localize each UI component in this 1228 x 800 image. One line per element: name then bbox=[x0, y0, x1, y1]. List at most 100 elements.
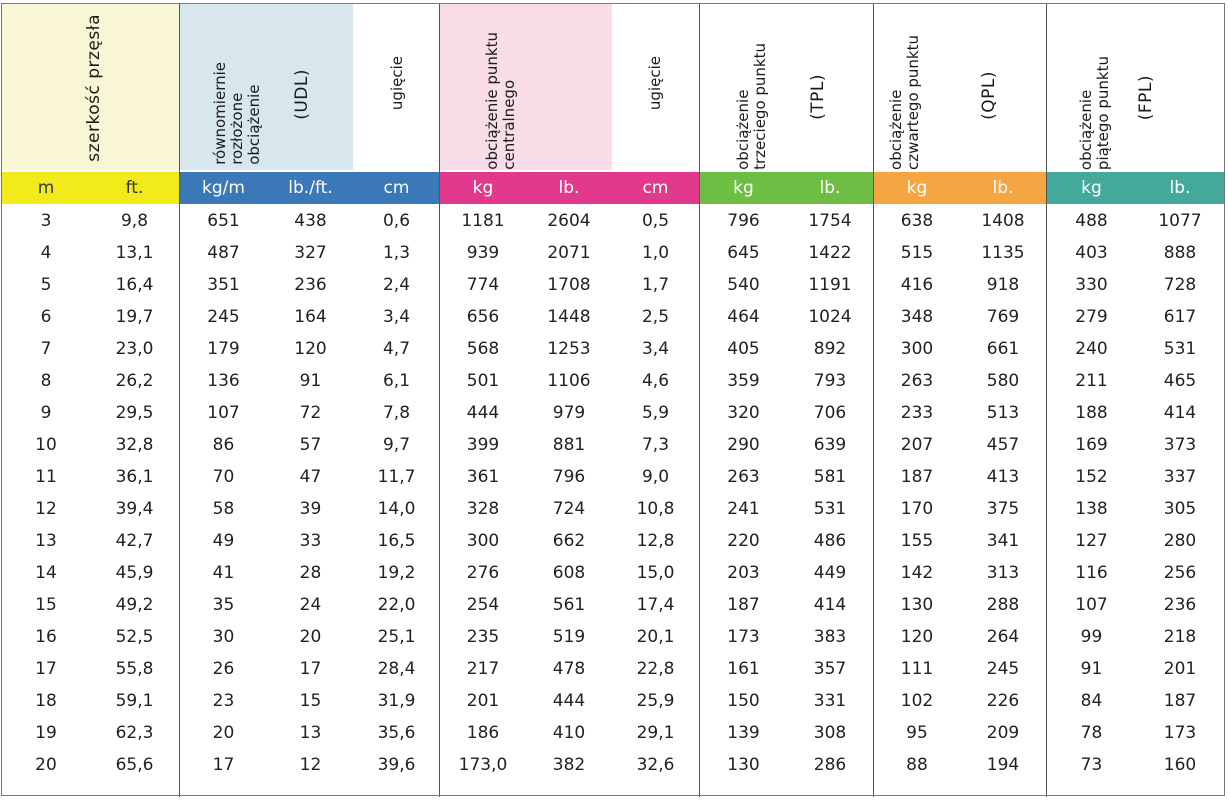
table-cell: 78 bbox=[1080, 723, 1103, 743]
table-cell: 3 bbox=[40, 211, 52, 231]
table-cell: 656 bbox=[466, 307, 500, 327]
table-cell: 35,6 bbox=[377, 723, 416, 743]
table-cell: 13 bbox=[35, 531, 57, 551]
table-cell: 263 bbox=[727, 467, 760, 487]
table-cell: 1191 bbox=[808, 275, 852, 295]
table-cell: 179 bbox=[207, 339, 240, 359]
table-cell: 348 bbox=[900, 307, 934, 327]
table-cell: 36,1 bbox=[115, 467, 154, 487]
table-cell: 341 bbox=[986, 531, 1020, 551]
table-cell: 608 bbox=[552, 563, 586, 583]
table-cell: 236 bbox=[1163, 595, 1197, 615]
table-cell: 361 bbox=[466, 467, 500, 487]
table-cell: 330 bbox=[1075, 275, 1108, 295]
table-cell: 18 bbox=[35, 691, 57, 711]
table-cell: 186 bbox=[466, 723, 500, 743]
table-cell: 24 bbox=[299, 595, 322, 615]
table-cell: 19,7 bbox=[115, 307, 154, 327]
table-cell: 774 bbox=[466, 275, 500, 295]
table-cell: 645 bbox=[727, 243, 760, 263]
table-cell: 120 bbox=[900, 627, 934, 647]
unit-label: kg bbox=[472, 178, 494, 198]
unit-label: kg bbox=[733, 178, 754, 198]
unit-bar-qpl bbox=[874, 172, 1046, 204]
table-cell: 11,7 bbox=[377, 467, 416, 487]
header-span-bg bbox=[2, 3, 179, 170]
table-cell: 457 bbox=[986, 435, 1020, 455]
table-cell: 331 bbox=[813, 691, 847, 711]
table-cell: 201 bbox=[1163, 659, 1197, 679]
table-cell: 5,9 bbox=[641, 403, 670, 423]
table-cell: 580 bbox=[986, 371, 1020, 391]
table-cell: 111 bbox=[900, 659, 934, 679]
table-cell: 12,8 bbox=[636, 531, 675, 551]
table-cell: 15 bbox=[299, 691, 322, 711]
table-cell: 173 bbox=[727, 627, 760, 647]
table-cell: 17 bbox=[35, 659, 57, 679]
table-cell: 487 bbox=[207, 243, 240, 263]
table-cell: 515 bbox=[900, 243, 934, 263]
table-cell: 203 bbox=[727, 563, 760, 583]
table-cell: 9,8 bbox=[120, 211, 149, 231]
unit-label: ft. bbox=[125, 178, 144, 198]
table-cell: 0,6 bbox=[382, 211, 411, 231]
unit-label: lb. bbox=[992, 178, 1014, 198]
table-cell: 28 bbox=[299, 563, 322, 583]
table-cell: 17 bbox=[212, 755, 235, 775]
table-cell: 19 bbox=[35, 723, 57, 743]
table-cell: 444 bbox=[466, 403, 500, 423]
table-cell: 20 bbox=[35, 755, 57, 775]
table-cell: 217 bbox=[466, 659, 500, 679]
header-udl-bg bbox=[180, 3, 353, 170]
table-cell: 1077 bbox=[1158, 211, 1202, 231]
table-cell: 26,2 bbox=[115, 371, 154, 391]
table-cell: 478 bbox=[552, 659, 586, 679]
table-cell: 23 bbox=[212, 691, 235, 711]
table-cell: 73 bbox=[1080, 755, 1103, 775]
table-cell: 14,0 bbox=[377, 499, 416, 519]
unit-label: lb. bbox=[819, 178, 841, 198]
table-cell: 13 bbox=[299, 723, 322, 743]
table-cell: 1253 bbox=[547, 339, 591, 359]
table-cell: 245 bbox=[986, 659, 1020, 679]
table-cell: 888 bbox=[1163, 243, 1197, 263]
table-cell: 300 bbox=[466, 531, 500, 551]
unit-label: lb. bbox=[1169, 178, 1191, 198]
table-cell: 264 bbox=[986, 627, 1020, 647]
table-cell: 241 bbox=[727, 499, 760, 519]
table-cell: 65,6 bbox=[115, 755, 154, 775]
table-cell: 728 bbox=[1163, 275, 1197, 295]
table-cell: 49 bbox=[212, 531, 235, 551]
table-cell: 286 bbox=[813, 755, 847, 775]
table-cell: 201 bbox=[466, 691, 500, 711]
table-cell: 17,4 bbox=[636, 595, 675, 615]
unit-label: lb. bbox=[558, 178, 580, 198]
table-cell: 276 bbox=[466, 563, 500, 583]
table-cell: 139 bbox=[727, 723, 760, 743]
unit-label: m bbox=[37, 178, 55, 198]
table-cell: 25,1 bbox=[377, 627, 416, 647]
table-cell: 531 bbox=[813, 499, 847, 519]
table-cell: 5 bbox=[40, 275, 52, 295]
table-cell: 31,9 bbox=[377, 691, 416, 711]
table-cell: 706 bbox=[813, 403, 847, 423]
table-cell: 28,4 bbox=[377, 659, 416, 679]
table-frame bbox=[1, 3, 1225, 796]
table-cell: 918 bbox=[986, 275, 1020, 295]
table-cell: 638 bbox=[900, 211, 934, 231]
table-cell: 209 bbox=[986, 723, 1020, 743]
table-cell: 226 bbox=[986, 691, 1020, 711]
table-cell: 9 bbox=[40, 403, 52, 423]
table-cell: 308 bbox=[813, 723, 847, 743]
table-cell: 6,1 bbox=[382, 371, 411, 391]
table-cell: 138 bbox=[1075, 499, 1108, 519]
table-cell: 513 bbox=[986, 403, 1020, 423]
table-cell: 4,7 bbox=[382, 339, 411, 359]
divider-1 bbox=[179, 3, 180, 797]
table-cell: 313 bbox=[986, 563, 1020, 583]
table-cell: 233 bbox=[900, 403, 934, 423]
table-cell: 240 bbox=[1075, 339, 1108, 359]
table-cell: 187 bbox=[900, 467, 934, 487]
table-cell: 16,5 bbox=[377, 531, 416, 551]
table-cell: 540 bbox=[727, 275, 760, 295]
